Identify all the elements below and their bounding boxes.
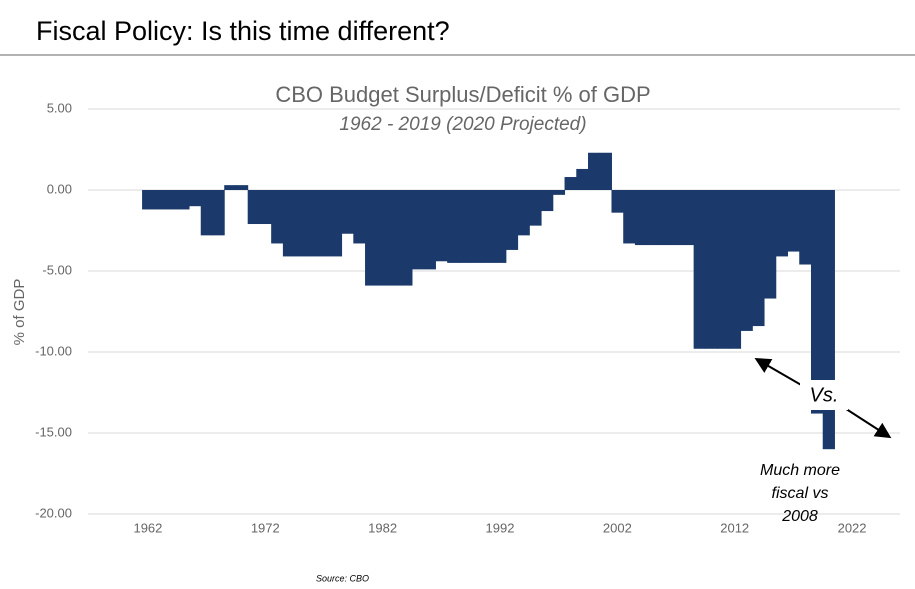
bar	[142, 190, 155, 210]
annotations: Vs. Much more fiscal vs 2008	[754, 357, 892, 525]
bar	[177, 190, 190, 210]
chart-title: CBO Budget Surplus/Deficit % of GDP	[275, 82, 650, 107]
x-tick-label: 2012	[720, 520, 749, 535]
bar	[728, 190, 742, 349]
bar	[505, 190, 519, 250]
bar	[752, 190, 765, 327]
bar	[271, 190, 284, 244]
y-axis-label: % of GDP	[11, 279, 28, 346]
x-tick-label: 2002	[603, 520, 632, 535]
annotation: Much more	[760, 462, 840, 479]
x-tick-label: 1992	[486, 520, 515, 535]
bar	[552, 190, 566, 195]
bar	[200, 190, 213, 236]
bar	[388, 190, 401, 286]
x-tick-label: 1962	[133, 520, 162, 535]
annotation: Vs.	[810, 384, 839, 406]
bar	[212, 190, 225, 236]
annotation: 2008	[781, 508, 818, 525]
bar	[799, 190, 812, 265]
bar	[153, 190, 167, 210]
bar	[611, 190, 624, 213]
bar	[470, 190, 483, 263]
bar	[458, 190, 472, 263]
y-tick-label: -15.00	[35, 424, 72, 439]
bar	[717, 190, 730, 349]
annotation: fiscal vs	[772, 485, 829, 502]
bar	[411, 190, 425, 270]
bar	[494, 190, 507, 263]
slide-title: Fiscal Policy: Is this time different?	[36, 16, 450, 46]
arrow	[839, 404, 892, 439]
bar	[306, 190, 319, 257]
bar	[693, 190, 706, 349]
bar	[764, 190, 777, 299]
x-tick-label: 1982	[368, 520, 397, 535]
bar	[646, 190, 659, 246]
bar	[294, 190, 307, 257]
bar	[623, 190, 636, 244]
chart-subtitle: 1962 - 2019 (2020 Projected)	[339, 114, 586, 135]
bar	[435, 190, 448, 262]
bar	[259, 190, 272, 225]
vs-box	[800, 380, 848, 410]
bar	[447, 190, 460, 263]
y-tick-label: 0.00	[47, 181, 72, 196]
bar	[341, 190, 354, 234]
x-tick-label: 1972	[251, 520, 280, 535]
bar	[423, 190, 436, 270]
bar	[822, 190, 835, 450]
bar	[681, 190, 695, 246]
bar	[541, 190, 554, 212]
bar	[576, 168, 589, 190]
bar	[588, 152, 601, 190]
bar	[740, 190, 753, 331]
bar	[517, 190, 530, 236]
bar	[810, 190, 824, 414]
bar	[705, 190, 718, 349]
bar	[165, 190, 178, 210]
bar	[224, 185, 237, 190]
y-tick-label: 5.00	[47, 100, 72, 115]
bar	[787, 190, 800, 252]
source: Source: CBO	[316, 573, 369, 583]
bar	[353, 190, 366, 244]
bars	[142, 152, 835, 450]
bar	[658, 190, 671, 246]
bar	[529, 190, 542, 226]
bar	[282, 190, 296, 257]
bar	[400, 190, 413, 286]
bar	[329, 190, 343, 257]
grid: 5.00 0.00 -5.00 -10.00 -15.00 -20.00 1962 1972 1…	[35, 100, 900, 535]
bar	[775, 190, 789, 257]
x-tick-label: 2022	[838, 520, 867, 535]
y-tick-label: -10.00	[35, 343, 72, 358]
bar	[235, 185, 249, 190]
bar	[189, 190, 202, 207]
y-tick-label: -20.00	[35, 505, 72, 520]
bar	[318, 190, 331, 257]
y-tick-label: -5.00	[42, 262, 72, 277]
bar	[564, 177, 577, 190]
bar	[670, 190, 683, 246]
bar	[634, 190, 648, 246]
bar	[376, 190, 390, 286]
bar	[482, 190, 495, 263]
bar	[365, 190, 378, 286]
bar	[247, 190, 260, 225]
bar	[599, 152, 612, 190]
